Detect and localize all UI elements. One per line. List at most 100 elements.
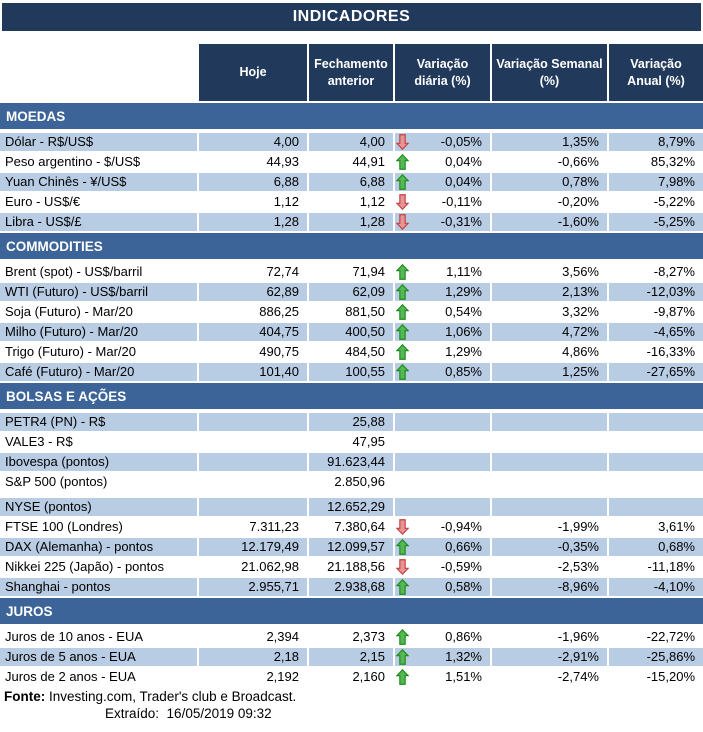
trend-arrow-slot [396, 344, 410, 361]
row-label: FTSE 100 (Londres) [0, 518, 197, 536]
table-row-trigo-futuro-mar-20: Trigo (Futuro) - Mar/20 490,75 484,50 1,29%… [0, 343, 703, 361]
row-label: Café (Futuro) - Mar/20 [0, 363, 197, 381]
table-row-soja-futuro-mar-20: Soja (Futuro) - Mar/20 886,25 881,50 0,54% 3… [0, 303, 703, 321]
variacao-diaria-value: 0,04% [445, 174, 482, 189]
trend-arrow-slot [396, 154, 410, 171]
down-arrow-icon [396, 214, 409, 230]
column-header-hoje: Hoje [197, 44, 307, 101]
variacao-diaria-value: 0,85% [445, 364, 482, 379]
hoje-value: 1,12 [197, 193, 307, 211]
table-row-nyse-pontos: NYSE (pontos) 12.652,29 [0, 498, 703, 516]
page-title: INDICADORES [2, 3, 701, 31]
fechamento-anterior-value: 21.188,56 [307, 558, 393, 576]
footer: Fonte: Investing.com, Trader's club e Br… [0, 688, 703, 722]
variacao-semanal-value [490, 473, 607, 491]
trend-arrow-slot [396, 324, 410, 341]
variacao-anual-value: -4,65% [607, 323, 703, 341]
hoje-value: 2,18 [197, 648, 307, 666]
variacao-semanal-value [490, 413, 607, 431]
variacao-anual-value: -9,87% [607, 303, 703, 321]
hoje-value [197, 473, 307, 491]
variacao-anual-value: -8,27% [607, 263, 703, 281]
hoje-value: 2,192 [197, 668, 307, 686]
fechamento-anterior-value: 12.652,29 [307, 498, 393, 516]
fechamento-anterior-value: 100,55 [307, 363, 393, 381]
hoje-value: 72,74 [197, 263, 307, 281]
source-label: Fonte: [4, 689, 46, 704]
fechamento-anterior-value: 484,50 [307, 343, 393, 361]
fechamento-anterior-value: 62,09 [307, 283, 393, 301]
trend-arrow-slot [396, 364, 410, 381]
table-row-vale3-r: VALE3 - R$ 47,95 [0, 433, 703, 451]
trend-arrow-slot [396, 414, 410, 431]
row-label: Euro - US$/€ [0, 193, 197, 211]
up-arrow-icon [396, 669, 409, 685]
variacao-diaria-cell: -0,05% [393, 133, 490, 151]
table-row-euro-us: Euro - US$/€ 1,12 1,12 -0,11% -0,20% -5,22% [0, 193, 703, 211]
variacao-anual-value: -25,86% [607, 648, 703, 666]
variacao-diaria-value: -0,94% [440, 519, 482, 534]
hoje-value [197, 413, 307, 431]
variacao-diaria-cell [393, 413, 490, 431]
variacao-semanal-value: -2,91% [490, 648, 607, 666]
hoje-value: 4,00 [197, 133, 307, 151]
variacao-semanal-value: 0,78% [490, 173, 607, 191]
table-row-d-lar-r-us: Dólar - R$/US$ 4,00 4,00 -0,05% 1,35% 8,79% [0, 133, 703, 151]
variacao-anual-value [607, 413, 703, 431]
down-arrow-icon [396, 559, 409, 575]
variacao-diaria-cell: 0,54% [393, 303, 490, 321]
variacao-diaria-value: 1,11% [446, 264, 482, 279]
variacao-diaria-value: 0,58% [445, 579, 482, 594]
table-row-peso-argentino-us: Peso argentino - $/US$ 44,93 44,91 0,04% -0,… [0, 153, 703, 171]
table-row-milho-futuro-mar-20: Milho (Futuro) - Mar/20 404,75 400,50 1,06%… [0, 323, 703, 341]
up-arrow-icon [396, 324, 409, 340]
table-row-wti-futuro-us-barril: WTI (Futuro) - US$/barril 62,89 62,09 1,29%… [0, 283, 703, 301]
hoje-value [197, 433, 307, 451]
fechamento-anterior-value: 2,160 [307, 668, 393, 686]
up-arrow-icon [396, 284, 409, 300]
fechamento-anterior-value: 881,50 [307, 303, 393, 321]
row-label: PETR4 (PN) - R$ [0, 413, 197, 431]
up-arrow-icon [396, 579, 409, 595]
up-arrow-icon [396, 539, 409, 555]
up-arrow-icon [396, 154, 409, 170]
row-label: S&P 500 (pontos) [0, 473, 197, 491]
row-label: Juros de 10 anos - EUA [0, 628, 197, 646]
table-row-dax-alemanha-pontos: DAX (Alemanha) - pontos 12.179,49 12.099,5… [0, 538, 703, 556]
hoje-value: 1,28 [197, 213, 307, 231]
trend-arrow-slot [396, 194, 410, 211]
table-header: Hoje Fechamento anterior Variação diária… [0, 44, 703, 101]
hoje-value: 44,93 [197, 153, 307, 171]
trend-arrow-slot [396, 559, 410, 576]
up-arrow-icon [396, 364, 409, 380]
variacao-semanal-value: 4,86% [490, 343, 607, 361]
up-arrow-icon [396, 264, 409, 280]
variacao-diaria-cell: 1,29% [393, 343, 490, 361]
fechamento-anterior-value: 71,94 [307, 263, 393, 281]
variacao-diaria-cell: 1,32% [393, 648, 490, 666]
section-header-juros: JUROS [0, 598, 703, 624]
table-row-petr4-pn-r: PETR4 (PN) - R$ 25,88 [0, 413, 703, 431]
fechamento-anterior-value: 2,15 [307, 648, 393, 666]
hoje-value [197, 453, 307, 471]
hoje-value: 2,394 [197, 628, 307, 646]
variacao-diaria-cell [393, 473, 490, 491]
variacao-semanal-value: -1,99% [490, 518, 607, 536]
fechamento-anterior-value: 2.938,68 [307, 578, 393, 596]
row-label: Trigo (Futuro) - Mar/20 [0, 343, 197, 361]
variacao-diaria-value: -0,59% [440, 559, 482, 574]
table-body: MOEDAS Dólar - R$/US$ 4,00 4,00 -0,05% 1,35% 8… [0, 103, 703, 686]
row-label: Dólar - R$/US$ [0, 133, 197, 151]
variacao-semanal-value: -1,60% [490, 213, 607, 231]
trend-arrow-slot [396, 649, 410, 666]
variacao-anual-value: -27,65% [607, 363, 703, 381]
row-label: Brent (spot) - US$/barril [0, 263, 197, 281]
variacao-anual-value: 85,32% [607, 153, 703, 171]
trend-arrow-slot [396, 629, 410, 646]
trend-arrow-slot [396, 174, 410, 191]
variacao-diaria-value: 0,54% [445, 304, 482, 319]
row-spacer [0, 493, 703, 498]
trend-arrow-slot [396, 474, 410, 491]
variacao-diaria-cell: -0,11% [393, 193, 490, 211]
variacao-diaria-cell: -0,31% [393, 213, 490, 231]
